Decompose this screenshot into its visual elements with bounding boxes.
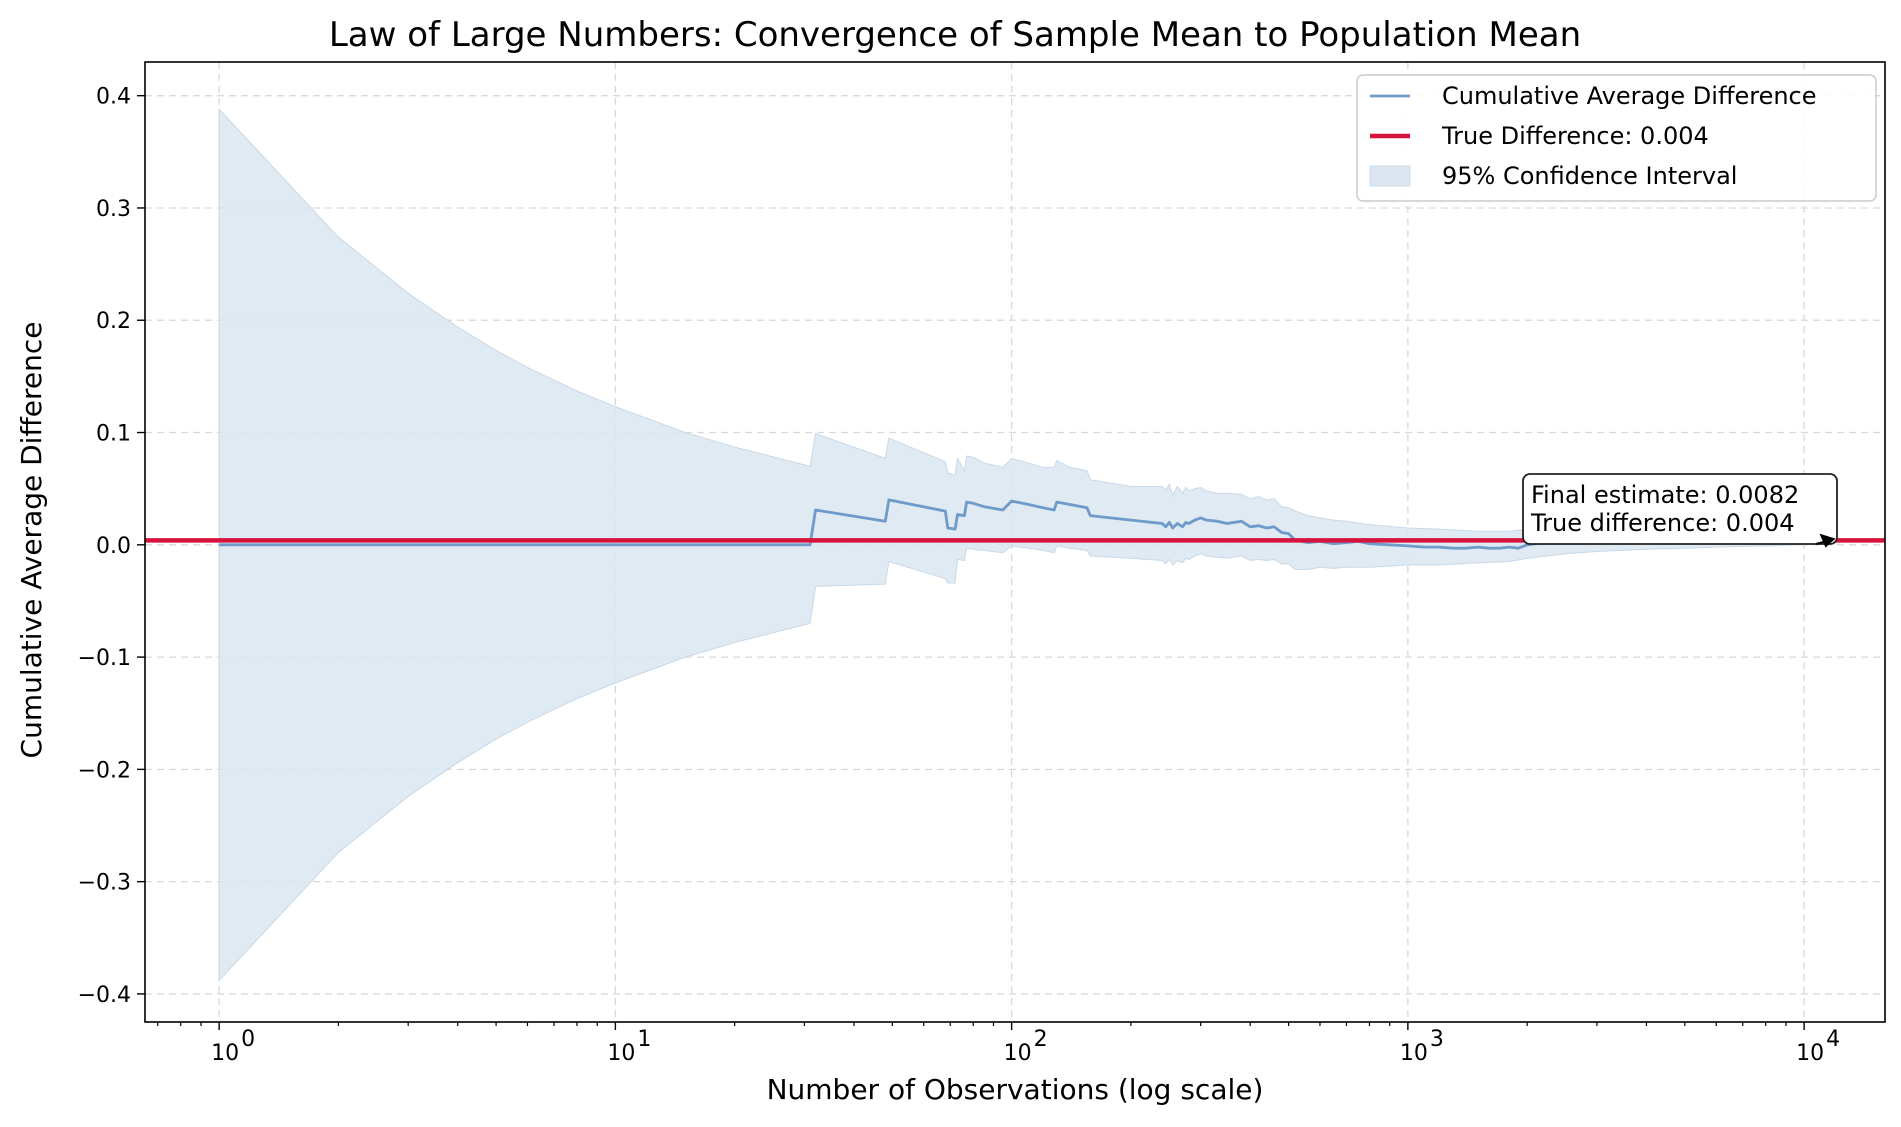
y-tick-label: −0.3 [78,871,131,896]
x-tick-exponent: 0 [241,1027,255,1052]
y-tick-label: −0.1 [78,646,131,671]
x-tick-exponent: 4 [1826,1027,1840,1052]
y-tick-label: −0.2 [78,758,131,783]
annotation-line-2: True difference: 0.004 [1530,509,1795,537]
annotation-arrowhead [1819,533,1836,548]
axes-frame [144,61,1886,1023]
chart-title: Law of Large Numbers: Convergence of Sam… [329,15,1581,55]
x-tick-exponent: 2 [1034,1027,1048,1052]
y-tick-label: 0.4 [96,85,131,110]
y-ticks: 0.4 0.3 0.2 0.1 0.0 −0.1 −0.2 −0.3 −0.4 [78,85,145,1008]
annotation-box [1522,473,1838,545]
plot-area: 1001011021031040.40.30.20.10.0−0.1−0.2−0… [78,61,1886,1066]
legend: Cumulative Average Difference True Differ… [1356,74,1877,202]
y-tick-label: −0.4 [78,983,131,1008]
x-tick-label: 10 [1796,1041,1824,1066]
y-tick-label: 0.3 [96,197,131,222]
legend-label-1: True Difference: 0.004 [1441,122,1709,150]
x-tick-label: 10 [211,1041,239,1066]
annotation-line-1: Final estimate: 0.0082 [1531,481,1799,509]
x-tick-label: 10 [1400,1041,1428,1066]
cumulative-average-line [219,498,1836,550]
x-tick-label: 10 [607,1041,635,1066]
confidence-band [218,107,1836,982]
x-tick-exponent: 3 [1430,1027,1444,1052]
x-tick-label: 10 [1004,1041,1032,1066]
y-tick-label: 0.2 [96,309,131,334]
x-tick-exponent: 1 [637,1027,651,1052]
legend-frame [1356,74,1877,202]
x-axis-label: Number of Observations (log scale) [767,1073,1264,1106]
y-tick-label: 0.1 [96,422,131,447]
y-tick-label: 0.0 [96,534,131,559]
legend-swatch-2 [1369,165,1411,187]
y-axis-label: Cumulative Average Difference [15,322,48,759]
legend-label-0: Cumulative Average Difference [1442,82,1817,110]
legend-label-2: 95% Confidence Interval [1442,162,1737,190]
